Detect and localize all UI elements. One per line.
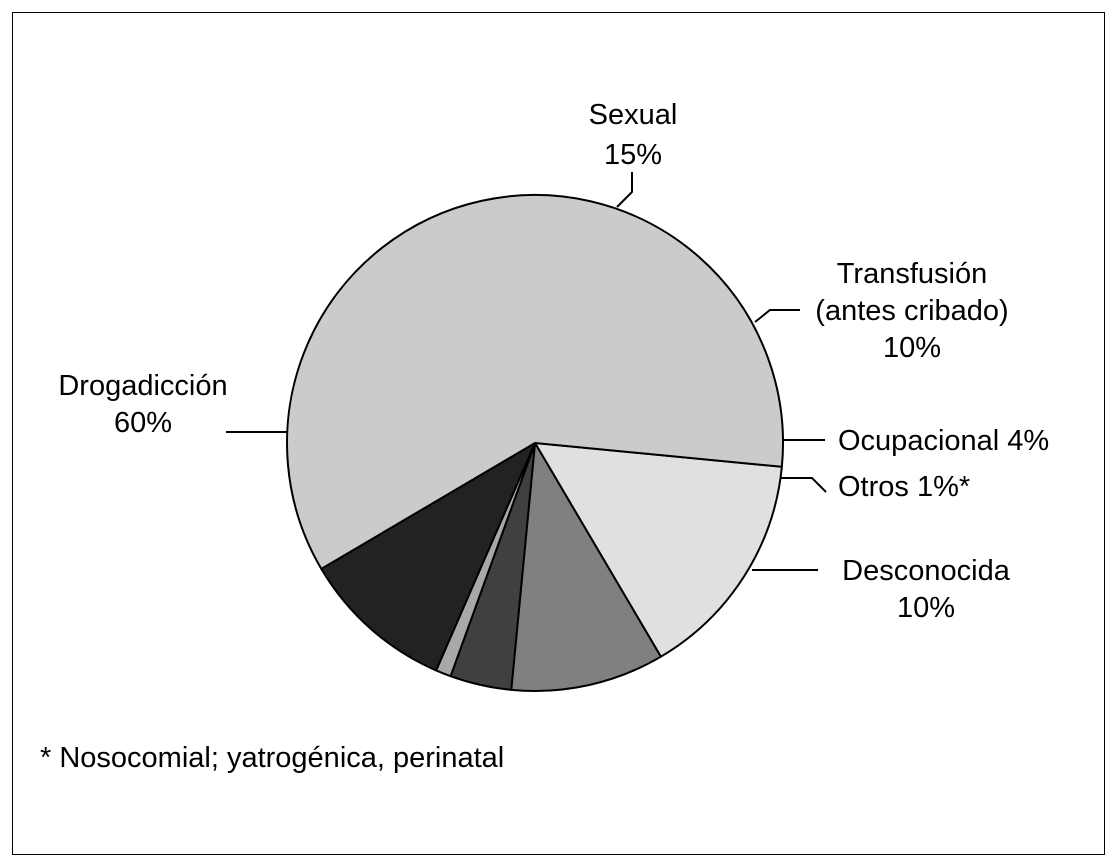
slice-label: Sexual 15%: [589, 99, 678, 171]
slice-label-line: Sexual: [589, 99, 678, 131]
slice-label-line: Otros 1%*: [838, 471, 970, 503]
slice-label: Desconocida 10%: [842, 555, 1011, 624]
pie-slice: [320, 442, 536, 672]
pie-slice: [510, 442, 662, 692]
slice-label: Drogadicción 60%: [58, 370, 227, 439]
leader-line: [781, 477, 827, 493]
footnote: * Nosocomial; yatrogénica, perinatal: [40, 742, 505, 774]
slice-label: Ocupacional 4%: [838, 425, 1049, 457]
slice-label-line: 10%: [897, 592, 955, 624]
slice-label: Transfusión (antes cribado) 10%: [815, 258, 1008, 364]
slice-label-line: 60%: [114, 407, 172, 439]
slice-label-line: Desconocida: [842, 555, 1011, 587]
slice-label: Otros 1%*: [838, 471, 970, 503]
slice-label-line: Ocupacional 4%: [838, 425, 1049, 457]
slice-label-line: Transfusión: [837, 258, 987, 290]
pie-slice: [286, 194, 784, 570]
slice-label-line: Drogadicción: [58, 370, 227, 402]
pie-slice: [534, 442, 783, 658]
leader-line: [754, 309, 800, 323]
slice-label-line: (antes cribado): [815, 295, 1008, 327]
slice-label-line: 15%: [604, 139, 662, 171]
slice-label-line: 10%: [883, 332, 941, 364]
leader-line: [616, 172, 633, 208]
